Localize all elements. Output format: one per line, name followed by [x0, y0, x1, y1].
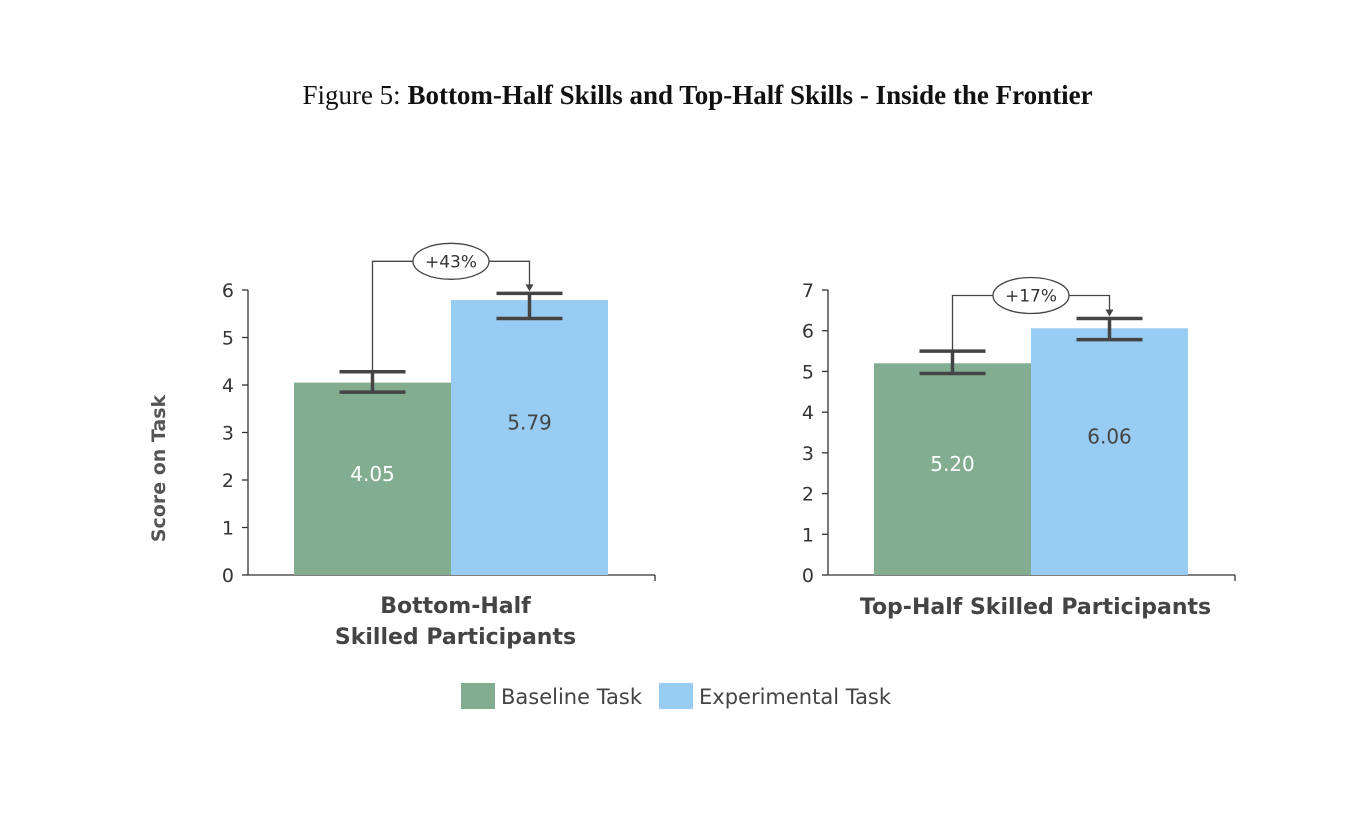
y-tick-label: 1	[222, 518, 234, 540]
legend-swatch	[461, 683, 495, 709]
y-axis-label: Score on Task	[148, 394, 170, 542]
percent-increase-label: +17%	[1005, 287, 1057, 307]
x-category-label: Skilled Participants	[335, 625, 576, 650]
y-tick-label: 5	[802, 361, 814, 383]
y-tick-label: 3	[802, 443, 814, 465]
bar-value-label: 5.20	[930, 452, 975, 476]
bar	[294, 382, 451, 575]
x-category-label: Bottom-Half	[380, 594, 531, 619]
legend-swatch	[659, 683, 693, 709]
y-tick-label: 3	[222, 423, 234, 445]
annotation-oval	[992, 276, 1070, 315]
y-tick-label: 6	[222, 280, 234, 302]
caption-prefix: Figure 5:	[302, 80, 401, 110]
bracket-arrowhead	[1105, 309, 1114, 317]
annotation-oval	[412, 242, 490, 280]
caption-title: Bottom-Half Skills and Top-Half Skills -…	[407, 80, 1093, 110]
y-tick-label: 4	[802, 402, 814, 424]
legend-label: Experimental Task	[699, 685, 892, 709]
x-category-label: Top-Half Skilled Participants	[860, 595, 1211, 620]
bar	[1031, 328, 1188, 575]
y-tick-label: 2	[802, 484, 814, 506]
legend-label: Baseline Task	[501, 685, 643, 709]
y-tick-label: 2	[222, 470, 234, 492]
y-tick-label: 4	[222, 375, 234, 397]
bracket-arrowhead	[525, 284, 534, 292]
bar	[874, 363, 1031, 575]
y-tick-label: 7	[802, 280, 814, 302]
bar-value-label: 4.05	[350, 462, 395, 486]
bar	[451, 299, 608, 575]
y-tick-label: 0	[802, 565, 814, 587]
y-tick-label: 5	[222, 328, 234, 350]
y-tick-label: 6	[802, 321, 814, 343]
y-tick-label: 0	[222, 565, 234, 587]
figure-caption: Figure 5: Bottom-Half Skills and Top-Hal…	[0, 80, 1355, 111]
percent-increase-label: +43%	[425, 252, 477, 272]
bar-value-label: 6.06	[1087, 425, 1132, 449]
bar-value-label: 5.79	[507, 410, 552, 434]
y-tick-label: 1	[802, 524, 814, 546]
